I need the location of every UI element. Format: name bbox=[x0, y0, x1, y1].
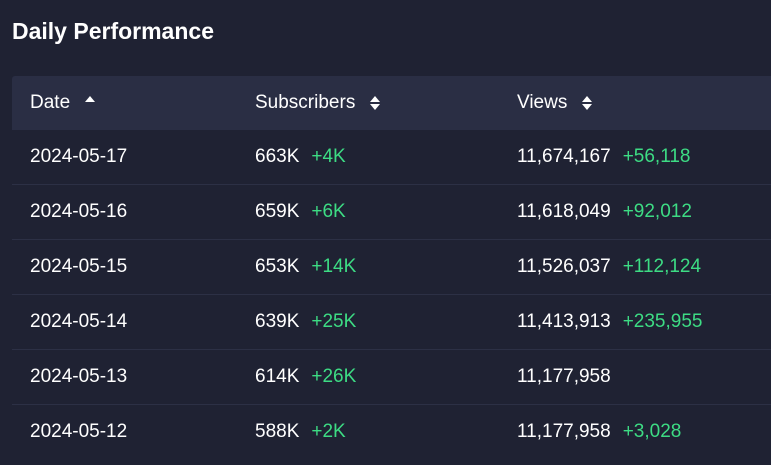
views-delta: +92,012 bbox=[622, 201, 692, 222]
table-row: 2024-05-12 588K +2K 11,177,958 +3,028 bbox=[12, 405, 771, 460]
subscribers-delta: +26K bbox=[311, 366, 357, 387]
column-header-subscribers[interactable]: Subscribers bbox=[255, 76, 381, 130]
subscribers-value: 653K bbox=[255, 256, 300, 277]
subscribers-cell: 653K +14K bbox=[255, 240, 356, 294]
subscribers-delta: +4K bbox=[311, 146, 346, 167]
subscribers-cell: 659K +6K bbox=[255, 185, 346, 239]
performance-table: Date Subscribers Views bbox=[12, 76, 771, 460]
table-row: 2024-05-17 663K +4K 11,674,167 +56,118 bbox=[12, 130, 771, 185]
subscribers-value: 663K bbox=[255, 146, 300, 167]
table-row: 2024-05-15 653K +14K 11,526,037 +112,124 bbox=[12, 240, 771, 295]
views-value: 11,413,913 bbox=[517, 311, 611, 332]
subscribers-delta: +14K bbox=[311, 256, 357, 277]
table-row: 2024-05-13 614K +26K 11,177,958 bbox=[12, 350, 771, 405]
column-header-subscribers-label: Subscribers bbox=[255, 92, 356, 113]
table-header: Date Subscribers Views bbox=[12, 76, 771, 130]
subscribers-cell: 614K +26K bbox=[255, 350, 356, 404]
views-cell: 11,526,037 +112,124 bbox=[517, 240, 701, 294]
subscribers-cell: 663K +4K bbox=[255, 130, 346, 184]
sort-icon[interactable] bbox=[369, 94, 381, 112]
subscribers-value: 639K bbox=[255, 311, 300, 332]
date-cell: 2024-05-15 bbox=[30, 256, 128, 277]
table-row: 2024-05-16 659K +6K 11,618,049 +92,012 bbox=[12, 185, 771, 240]
subscribers-delta: +2K bbox=[311, 421, 346, 442]
date-cell: 2024-05-12 bbox=[30, 421, 128, 442]
subscribers-cell: 639K +25K bbox=[255, 295, 356, 349]
column-header-views-label: Views bbox=[517, 92, 568, 113]
sort-icon[interactable] bbox=[581, 94, 593, 112]
views-cell: 11,674,167 +56,118 bbox=[517, 130, 691, 184]
sort-ascending-icon[interactable] bbox=[84, 94, 96, 112]
views-delta: +112,124 bbox=[622, 256, 702, 277]
subscribers-value: 614K bbox=[255, 366, 300, 387]
views-delta: +3,028 bbox=[622, 421, 682, 442]
page-title: Daily Performance bbox=[12, 18, 214, 44]
views-cell: 11,413,913 +235,955 bbox=[517, 295, 702, 349]
date-cell: 2024-05-14 bbox=[30, 311, 128, 332]
date-cell: 2024-05-16 bbox=[30, 201, 128, 222]
date-cell: 2024-05-13 bbox=[30, 366, 128, 387]
views-cell: 11,618,049 +92,012 bbox=[517, 185, 692, 239]
subscribers-delta: +6K bbox=[311, 201, 346, 222]
column-header-date-label: Date bbox=[30, 92, 71, 113]
subscribers-delta: +25K bbox=[311, 311, 357, 332]
views-delta: +235,955 bbox=[622, 311, 703, 332]
views-value: 11,177,958 bbox=[517, 421, 611, 442]
views-delta: +56,118 bbox=[622, 146, 691, 167]
views-cell: 11,177,958 +3,028 bbox=[517, 405, 681, 459]
subscribers-cell: 588K +2K bbox=[255, 405, 346, 459]
views-value: 11,177,958 bbox=[517, 366, 611, 387]
subscribers-value: 659K bbox=[255, 201, 300, 222]
views-value: 11,526,037 bbox=[517, 256, 611, 277]
views-cell: 11,177,958 bbox=[517, 350, 623, 404]
column-header-date[interactable]: Date bbox=[30, 76, 96, 130]
date-cell: 2024-05-17 bbox=[30, 146, 128, 167]
views-value: 11,674,167 bbox=[517, 146, 611, 167]
subscribers-value: 588K bbox=[255, 421, 300, 442]
column-header-views[interactable]: Views bbox=[517, 76, 593, 130]
views-value: 11,618,049 bbox=[517, 201, 611, 222]
table-row: 2024-05-14 639K +25K 11,413,913 +235,955 bbox=[12, 295, 771, 350]
